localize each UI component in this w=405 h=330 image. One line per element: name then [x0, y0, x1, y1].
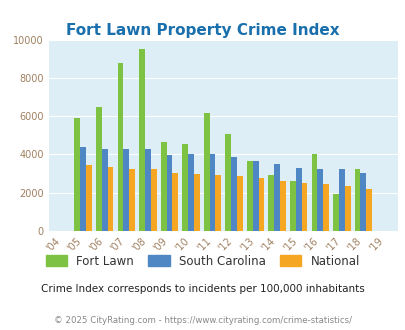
Bar	[295, 168, 301, 231]
Bar	[301, 183, 307, 231]
Bar	[215, 175, 221, 231]
Bar	[258, 178, 264, 231]
Bar	[274, 164, 279, 231]
Bar	[160, 142, 166, 231]
Bar	[237, 177, 242, 231]
Legend: Fort Lawn, South Carolina, National: Fort Lawn, South Carolina, National	[41, 250, 364, 273]
Bar	[289, 181, 295, 231]
Bar	[230, 157, 237, 231]
Bar	[365, 189, 371, 231]
Bar	[123, 149, 129, 231]
Bar	[107, 167, 113, 231]
Text: Crime Index corresponds to incidents per 100,000 inhabitants: Crime Index corresponds to incidents per…	[41, 284, 364, 294]
Bar	[252, 161, 258, 231]
Bar	[311, 154, 317, 231]
Bar	[102, 149, 107, 231]
Bar	[150, 169, 156, 231]
Bar	[74, 118, 80, 231]
Bar	[322, 184, 328, 231]
Text: Fort Lawn Property Crime Index: Fort Lawn Property Crime Index	[66, 23, 339, 38]
Bar	[317, 169, 322, 231]
Bar	[129, 169, 135, 231]
Bar	[338, 169, 344, 231]
Bar	[86, 165, 92, 231]
Bar	[166, 155, 172, 231]
Bar	[354, 169, 360, 231]
Bar	[182, 144, 188, 231]
Bar	[344, 186, 350, 231]
Bar	[203, 113, 209, 231]
Bar	[194, 174, 199, 231]
Bar	[268, 175, 274, 231]
Bar	[172, 173, 178, 231]
Bar	[96, 107, 102, 231]
Bar	[225, 134, 230, 231]
Bar	[139, 49, 145, 231]
Bar	[117, 63, 123, 231]
Bar	[279, 181, 285, 231]
Bar	[188, 154, 194, 231]
Text: © 2025 CityRating.com - https://www.cityrating.com/crime-statistics/: © 2025 CityRating.com - https://www.city…	[54, 316, 351, 325]
Bar	[360, 173, 365, 231]
Bar	[246, 161, 252, 231]
Bar	[145, 149, 150, 231]
Bar	[80, 147, 86, 231]
Bar	[209, 154, 215, 231]
Bar	[332, 194, 338, 231]
